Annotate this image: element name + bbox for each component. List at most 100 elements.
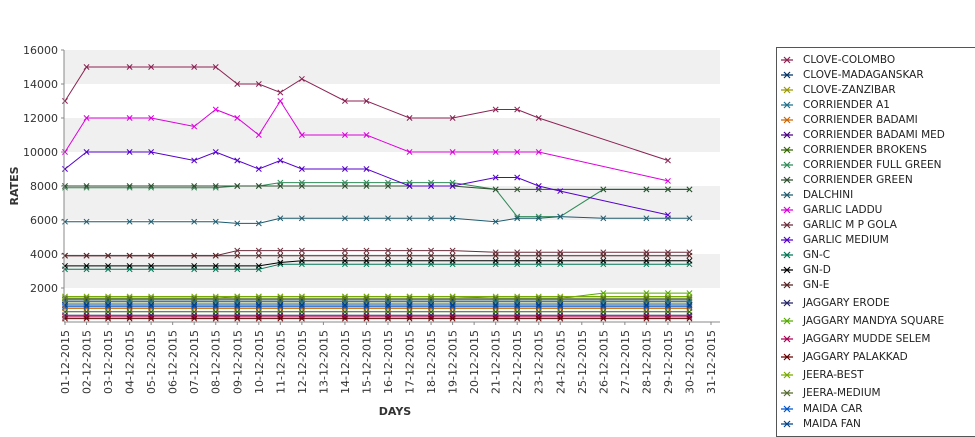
data-point xyxy=(298,302,305,308)
series-line xyxy=(65,216,690,224)
data-point xyxy=(298,132,305,138)
x-tick-label: 14-12-2015 xyxy=(339,330,352,394)
data-point xyxy=(126,302,133,308)
data-point xyxy=(298,75,305,82)
x-tick-label: 03-12-2015 xyxy=(102,330,115,394)
data-point xyxy=(600,215,607,222)
legend-label: CORRIENDER BROKENS xyxy=(803,144,927,156)
legend-label: JEERA-MEDIUM xyxy=(803,387,881,399)
data-point xyxy=(83,315,90,322)
x-tick-label: 15-12-2015 xyxy=(360,330,373,394)
data-point xyxy=(148,64,155,70)
data-point xyxy=(449,295,456,302)
data-point xyxy=(363,247,370,254)
data-point xyxy=(341,132,348,138)
legend-label: GARLIC MEDIUM xyxy=(803,234,889,246)
data-point xyxy=(406,295,413,302)
data-point xyxy=(643,295,650,302)
data-point xyxy=(514,302,521,308)
series-maida-fan xyxy=(62,302,693,308)
data-point xyxy=(212,302,219,308)
data-point xyxy=(62,302,68,308)
data-point xyxy=(449,302,456,308)
data-point xyxy=(514,174,521,181)
data-point xyxy=(126,295,133,302)
data-point xyxy=(148,218,155,225)
data-point xyxy=(557,188,564,195)
data-point xyxy=(557,295,564,302)
x-tick-label: 28-12-2015 xyxy=(640,330,653,394)
data-point xyxy=(492,106,499,113)
legend-item: CORRIENDER FULL GREEN xyxy=(781,158,941,172)
data-point xyxy=(643,257,650,264)
x-tick-label: 11-12-2015 xyxy=(274,330,287,394)
data-point xyxy=(298,183,305,189)
data-point xyxy=(385,315,391,322)
series-garlic-laddu xyxy=(62,98,671,184)
data-point xyxy=(535,252,542,259)
data-point xyxy=(535,257,542,264)
legend-marker-icon xyxy=(781,236,793,244)
x-tick-label: 23-12-2015 xyxy=(533,330,546,394)
data-point xyxy=(255,166,262,172)
x-tick-label: 24-12-2015 xyxy=(554,330,567,394)
data-point xyxy=(212,262,219,269)
data-point xyxy=(234,315,241,322)
data-point xyxy=(664,211,671,218)
legend-label: JEERA-BEST xyxy=(803,369,864,381)
y-axis-title: RATES xyxy=(8,166,21,205)
data-point xyxy=(449,115,456,121)
data-point xyxy=(191,302,198,308)
data-point xyxy=(385,257,391,264)
series-corriender-green xyxy=(62,183,693,193)
data-point xyxy=(428,252,435,259)
data-point xyxy=(277,89,284,96)
data-point xyxy=(492,315,499,322)
legend-label: CORRIENDER A1 xyxy=(803,99,890,111)
data-point xyxy=(148,315,155,322)
data-point xyxy=(234,81,241,87)
data-point xyxy=(298,252,305,259)
data-point xyxy=(686,295,693,302)
legend-marker-icon xyxy=(781,317,793,325)
x-tick-label: 25-12-2015 xyxy=(576,330,589,394)
legend-label: CLOVE-COLOMBO xyxy=(803,54,896,66)
data-point xyxy=(686,252,693,259)
series-jaggary-palakkad xyxy=(62,315,693,322)
data-point xyxy=(492,302,499,308)
data-point xyxy=(449,149,456,155)
legend-marker-icon xyxy=(781,86,793,94)
data-point xyxy=(126,64,133,70)
y-tick-label: 16000 xyxy=(23,44,58,57)
grid-band xyxy=(64,152,720,186)
data-point xyxy=(277,247,284,254)
x-tick-label: 31-12-2015 xyxy=(705,330,718,394)
data-point xyxy=(686,186,693,193)
legend-item: CORRIENDER BROKENS xyxy=(781,143,927,157)
data-point xyxy=(212,183,219,189)
grid-band xyxy=(64,118,720,152)
legend-marker-icon xyxy=(781,281,793,289)
data-point xyxy=(277,302,284,308)
legend-marker-icon xyxy=(781,116,793,124)
data-point xyxy=(62,252,68,259)
data-point xyxy=(363,302,370,308)
data-point xyxy=(664,302,671,308)
data-point xyxy=(686,257,693,264)
x-tick-label: 27-12-2015 xyxy=(619,330,632,394)
data-point xyxy=(406,247,413,254)
data-point xyxy=(234,157,241,164)
data-point xyxy=(298,215,305,222)
data-point xyxy=(406,215,413,222)
legend-label: CORRIENDER FULL GREEN xyxy=(803,159,942,171)
data-point xyxy=(341,215,348,222)
data-point xyxy=(492,149,499,155)
data-point xyxy=(234,302,241,308)
data-point xyxy=(428,257,435,264)
data-point xyxy=(277,183,284,189)
data-point xyxy=(255,295,262,302)
data-point xyxy=(255,220,262,227)
data-point xyxy=(341,183,348,189)
series-garlic-medium xyxy=(62,149,671,218)
data-point xyxy=(492,295,499,302)
